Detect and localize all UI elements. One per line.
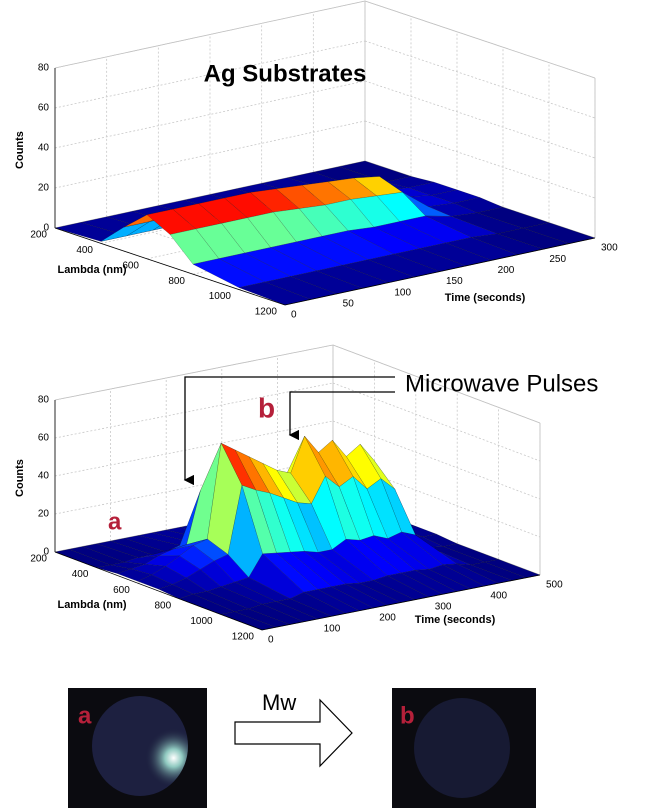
z-tick-label: 0	[43, 547, 49, 558]
x-tick-label: 0	[268, 635, 274, 646]
y-axis-label: Lambda (nm)	[57, 264, 126, 276]
transition-arrow	[234, 698, 353, 768]
z-axis-label: Counts	[14, 131, 26, 169]
y-tick-label: 200	[30, 230, 47, 241]
panel-label: b	[400, 702, 415, 729]
grid-line	[54, 458, 334, 515]
x-tick-label: 400	[490, 591, 507, 602]
arrow	[183, 376, 395, 486]
x-tick-label: 150	[446, 276, 463, 287]
y-axis-label: Lambda (nm)	[57, 599, 126, 611]
z-tick-label: 40	[38, 471, 50, 482]
grid-line	[54, 382, 334, 439]
z-tick-label: 20	[38, 509, 50, 520]
grid-line	[364, 120, 596, 199]
x-tick-label: 250	[549, 254, 566, 265]
y-tick-label: 1200	[232, 632, 255, 643]
grid-line	[364, 0, 596, 79]
z-axis-label: Counts	[14, 459, 26, 497]
chart-title: Ag Substrates	[204, 60, 367, 87]
y-tick-label: 800	[155, 600, 172, 611]
z-tick-label: 40	[38, 143, 50, 154]
z-tick-label: 80	[38, 395, 50, 406]
annotation: a	[108, 508, 122, 535]
grid-line	[332, 420, 541, 500]
grid-line	[54, 420, 334, 477]
grid-line	[332, 344, 541, 424]
grid-line	[364, 80, 596, 159]
x-tick-label: 500	[546, 580, 563, 591]
annotation: Microwave Pulses	[405, 370, 598, 397]
panel-label: a	[78, 702, 92, 729]
x-tick-label: 0	[291, 310, 297, 321]
x-tick-label: 100	[394, 287, 411, 298]
particle	[414, 698, 510, 798]
z-tick-label: 80	[38, 63, 50, 74]
z-tick-label: 60	[38, 433, 50, 444]
x-axis-label: Time (seconds)	[445, 292, 526, 304]
z-tick-label: 60	[38, 103, 50, 114]
grid-line	[54, 0, 366, 69]
x-tick-label: 300	[435, 602, 452, 613]
axis-line	[284, 237, 596, 306]
x-tick-label: 50	[343, 298, 355, 309]
z-tick-label: 20	[38, 183, 50, 194]
x-tick-label: 100	[324, 624, 341, 635]
y-tick-label: 600	[122, 260, 139, 271]
x-tick-label: 200	[379, 613, 396, 624]
axis-line	[261, 574, 541, 631]
x-tick-label: 200	[498, 265, 515, 276]
y-tick-label: 200	[30, 554, 47, 565]
arrow-label: Mw	[262, 690, 296, 715]
y-tick-label: 400	[76, 245, 93, 256]
axis-line	[54, 227, 286, 306]
y-tick-label: 1000	[209, 291, 232, 302]
y-tick-label: 1200	[255, 307, 278, 318]
glow	[92, 696, 188, 796]
x-tick-label: 300	[601, 243, 618, 254]
y-tick-label: 600	[113, 585, 130, 596]
grid-line	[332, 382, 541, 462]
pulse-arrows	[183, 376, 395, 486]
y-tick-label: 800	[168, 276, 185, 287]
arrow	[288, 391, 395, 441]
z-tick-label: 0	[43, 223, 49, 234]
x-axis-label: Time (seconds)	[415, 614, 496, 626]
axis-line	[54, 551, 263, 631]
grid-line	[54, 344, 334, 401]
y-tick-label: 400	[72, 569, 89, 580]
grid-line	[364, 40, 596, 119]
y-tick-label: 1000	[190, 616, 213, 627]
annotation: b	[258, 392, 275, 423]
